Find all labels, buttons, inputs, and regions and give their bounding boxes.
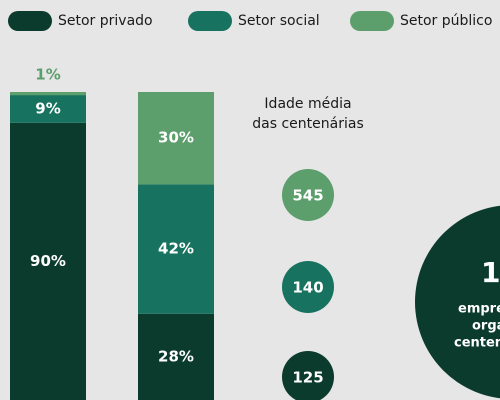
annotation: Idade média (264, 96, 351, 112)
bar-value-label: 1% (35, 66, 60, 84)
bar-segment (10, 92, 86, 96)
bar-segment (138, 92, 214, 185)
legend-swatch (8, 11, 52, 31)
legend-label: Setor privado (58, 13, 153, 29)
callout-circle (415, 205, 500, 399)
bubble-label: 125 (292, 369, 323, 387)
callout-text: centen (454, 336, 500, 351)
bubble (282, 261, 334, 313)
bar-value-label: 90% (30, 252, 66, 270)
bar-segment (10, 95, 86, 123)
bar-value-label: 28% (158, 347, 194, 365)
bubble-label: 140 (292, 279, 323, 297)
callout-value: 1. (481, 256, 500, 289)
annotation: das centenárias (252, 116, 363, 132)
bar-value-label: 30% (158, 129, 194, 147)
legend-swatch (350, 11, 394, 31)
legend-label: Setor social (238, 13, 320, 29)
bar-segment (138, 313, 214, 400)
callout-text: empres (458, 302, 500, 317)
legend-swatch (188, 11, 232, 31)
bubble (282, 351, 334, 400)
bar-segment (10, 122, 86, 400)
bubble-label: 545 (292, 187, 323, 205)
bubble (282, 169, 334, 221)
legend-label: Setor público (400, 13, 492, 29)
bar-value-label: 42% (158, 240, 194, 258)
bar-segment (138, 184, 214, 314)
bar-value-label: 9% (35, 99, 60, 117)
callout-text: orga (472, 319, 500, 334)
